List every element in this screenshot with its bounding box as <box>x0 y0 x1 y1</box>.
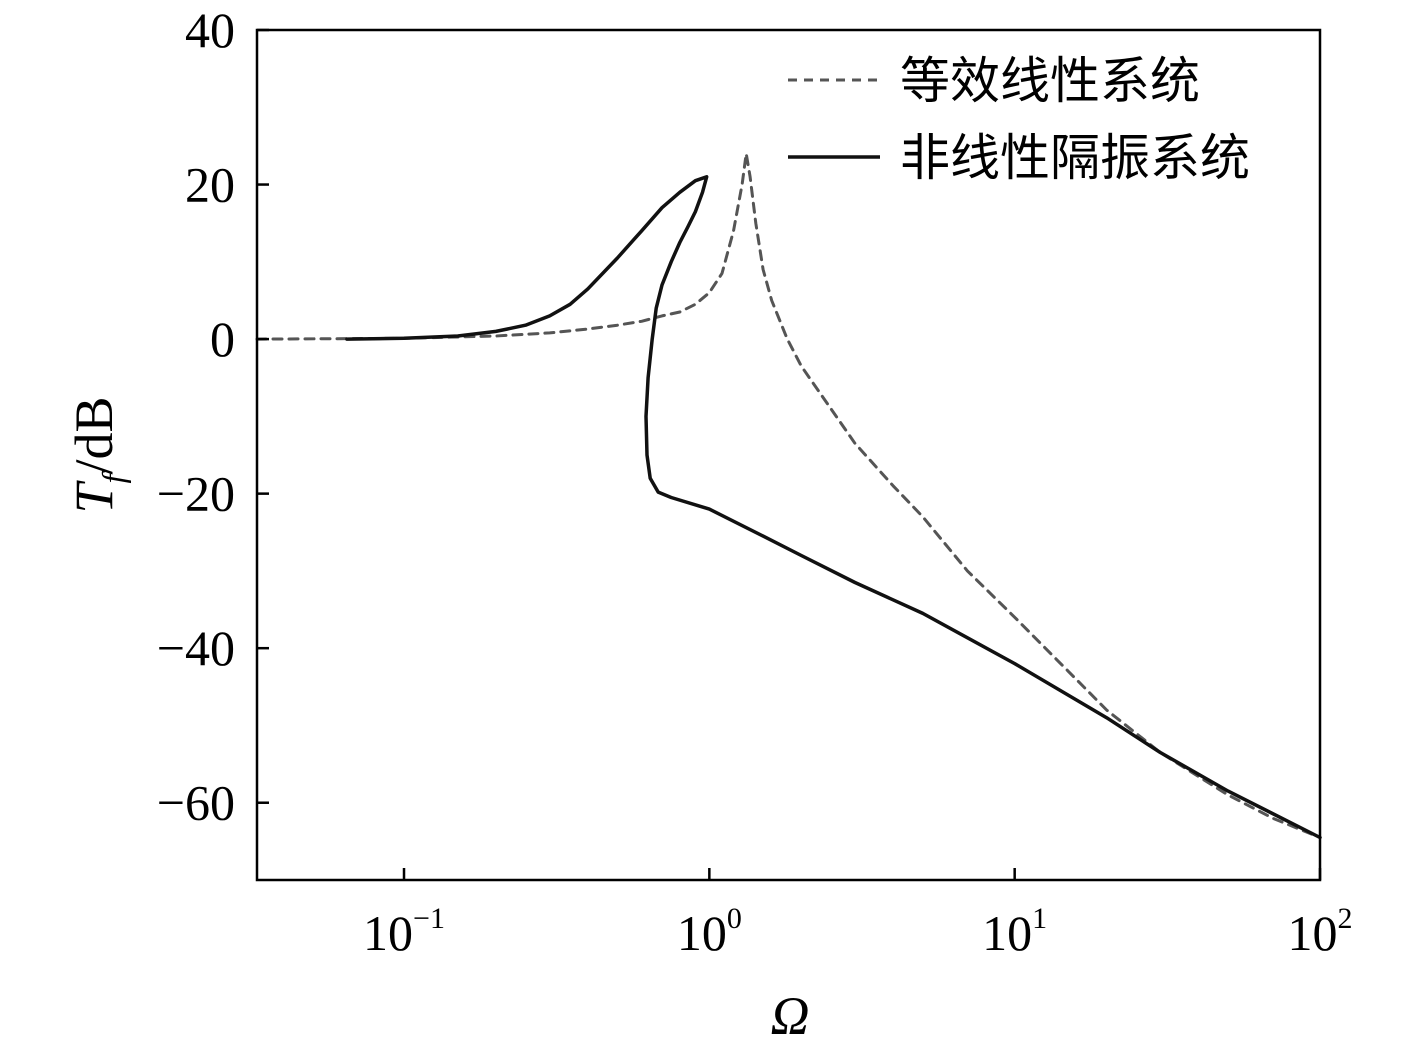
legend: 等效线性系统 非线性隔振系统 <box>788 52 1250 187</box>
y-tick-label: −40 <box>157 620 235 676</box>
x-tick-label: 102 <box>1288 902 1353 961</box>
x-tick-label: 10−1 <box>363 902 445 961</box>
y-tick-label: −60 <box>157 775 235 831</box>
legend-label-equivalent-linear: 等效线性系统 <box>900 52 1200 110</box>
x-axis-label: Ω <box>770 986 809 1046</box>
y-axis-label-unit: /dB <box>64 397 124 475</box>
axes: 40 20 0 −20 −40 −60 10−1 100 101 102 <box>157 2 1353 961</box>
series-line-0 <box>255 152 1322 839</box>
svg-text:Tf/dB: Tf/dB <box>64 397 131 514</box>
y-tick-label: 0 <box>210 311 235 367</box>
series-line-1 <box>345 175 1322 840</box>
y-axis-label-base: T <box>64 479 124 513</box>
x-tick-label: 100 <box>677 902 742 961</box>
legend-label-nonlinear: 非线性隔振系统 <box>900 129 1250 187</box>
plot-area <box>255 152 1322 840</box>
y-tick-label: 20 <box>185 157 235 213</box>
x-tick-label: 101 <box>982 902 1047 961</box>
y-tick-label: −20 <box>157 466 235 522</box>
y-axis-label: Tf/dB <box>64 397 131 514</box>
y-tick-label: 40 <box>185 2 235 58</box>
plot-frame <box>255 28 1322 882</box>
